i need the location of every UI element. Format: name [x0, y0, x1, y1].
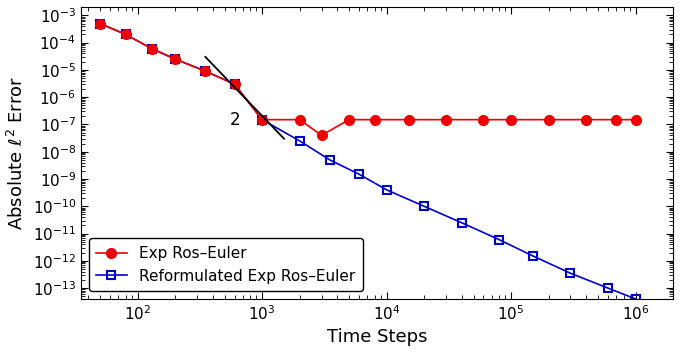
- Exp Ros–Euler: [371, 118, 379, 122]
- Reformulated Exp Ros–Euler: [529, 254, 537, 258]
- Exp Ros–Euler: [318, 133, 326, 137]
- Exp Ros–Euler: [442, 118, 450, 122]
- Reformulated Exp Ros–Euler: [171, 57, 180, 61]
- Exp Ros–Euler: [507, 118, 515, 122]
- Reformulated Exp Ros–Euler: [296, 139, 304, 143]
- Reformulated Exp Ros–Euler: [122, 32, 130, 37]
- Reformulated Exp Ros–Euler: [355, 172, 363, 176]
- Reformulated Exp Ros–Euler: [420, 204, 428, 208]
- Exp Ros–Euler: [405, 118, 413, 122]
- Exp Ros–Euler: [632, 118, 640, 122]
- Exp Ros–Euler: [231, 82, 239, 86]
- X-axis label: Time Steps: Time Steps: [326, 328, 427, 346]
- Exp Ros–Euler: [296, 118, 304, 122]
- Reformulated Exp Ros–Euler: [566, 271, 575, 275]
- Exp Ros–Euler: [258, 118, 266, 122]
- Reformulated Exp Ros–Euler: [458, 221, 466, 225]
- Reformulated Exp Ros–Euler: [326, 158, 334, 162]
- Reformulated Exp Ros–Euler: [148, 47, 156, 51]
- Exp Ros–Euler: [148, 47, 156, 51]
- Exp Ros–Euler: [345, 118, 353, 122]
- Exp Ros–Euler: [479, 118, 488, 122]
- Exp Ros–Euler: [201, 69, 209, 73]
- Reformulated Exp Ros–Euler: [383, 188, 391, 192]
- Exp Ros–Euler: [171, 57, 180, 61]
- Reformulated Exp Ros–Euler: [258, 118, 266, 122]
- Reformulated Exp Ros–Euler: [201, 69, 209, 73]
- Exp Ros–Euler: [612, 118, 620, 122]
- Y-axis label: Absolute $\ell^2$ Error: Absolute $\ell^2$ Error: [7, 76, 27, 230]
- Exp Ros–Euler: [582, 118, 590, 122]
- Exp Ros–Euler: [96, 22, 104, 26]
- Line: Exp Ros–Euler: Exp Ros–Euler: [95, 19, 641, 140]
- Reformulated Exp Ros–Euler: [632, 297, 640, 301]
- Legend: Exp Ros–Euler, Reformulated Exp Ros–Euler: Exp Ros–Euler, Reformulated Exp Ros–Eule…: [88, 238, 363, 291]
- Exp Ros–Euler: [545, 118, 553, 122]
- Reformulated Exp Ros–Euler: [96, 22, 104, 26]
- Text: 2: 2: [230, 110, 241, 128]
- Exp Ros–Euler: [122, 32, 130, 37]
- Reformulated Exp Ros–Euler: [231, 82, 239, 86]
- Reformulated Exp Ros–Euler: [495, 238, 503, 242]
- Line: Reformulated Exp Ros–Euler: Reformulated Exp Ros–Euler: [96, 19, 640, 303]
- Reformulated Exp Ros–Euler: [604, 286, 612, 290]
